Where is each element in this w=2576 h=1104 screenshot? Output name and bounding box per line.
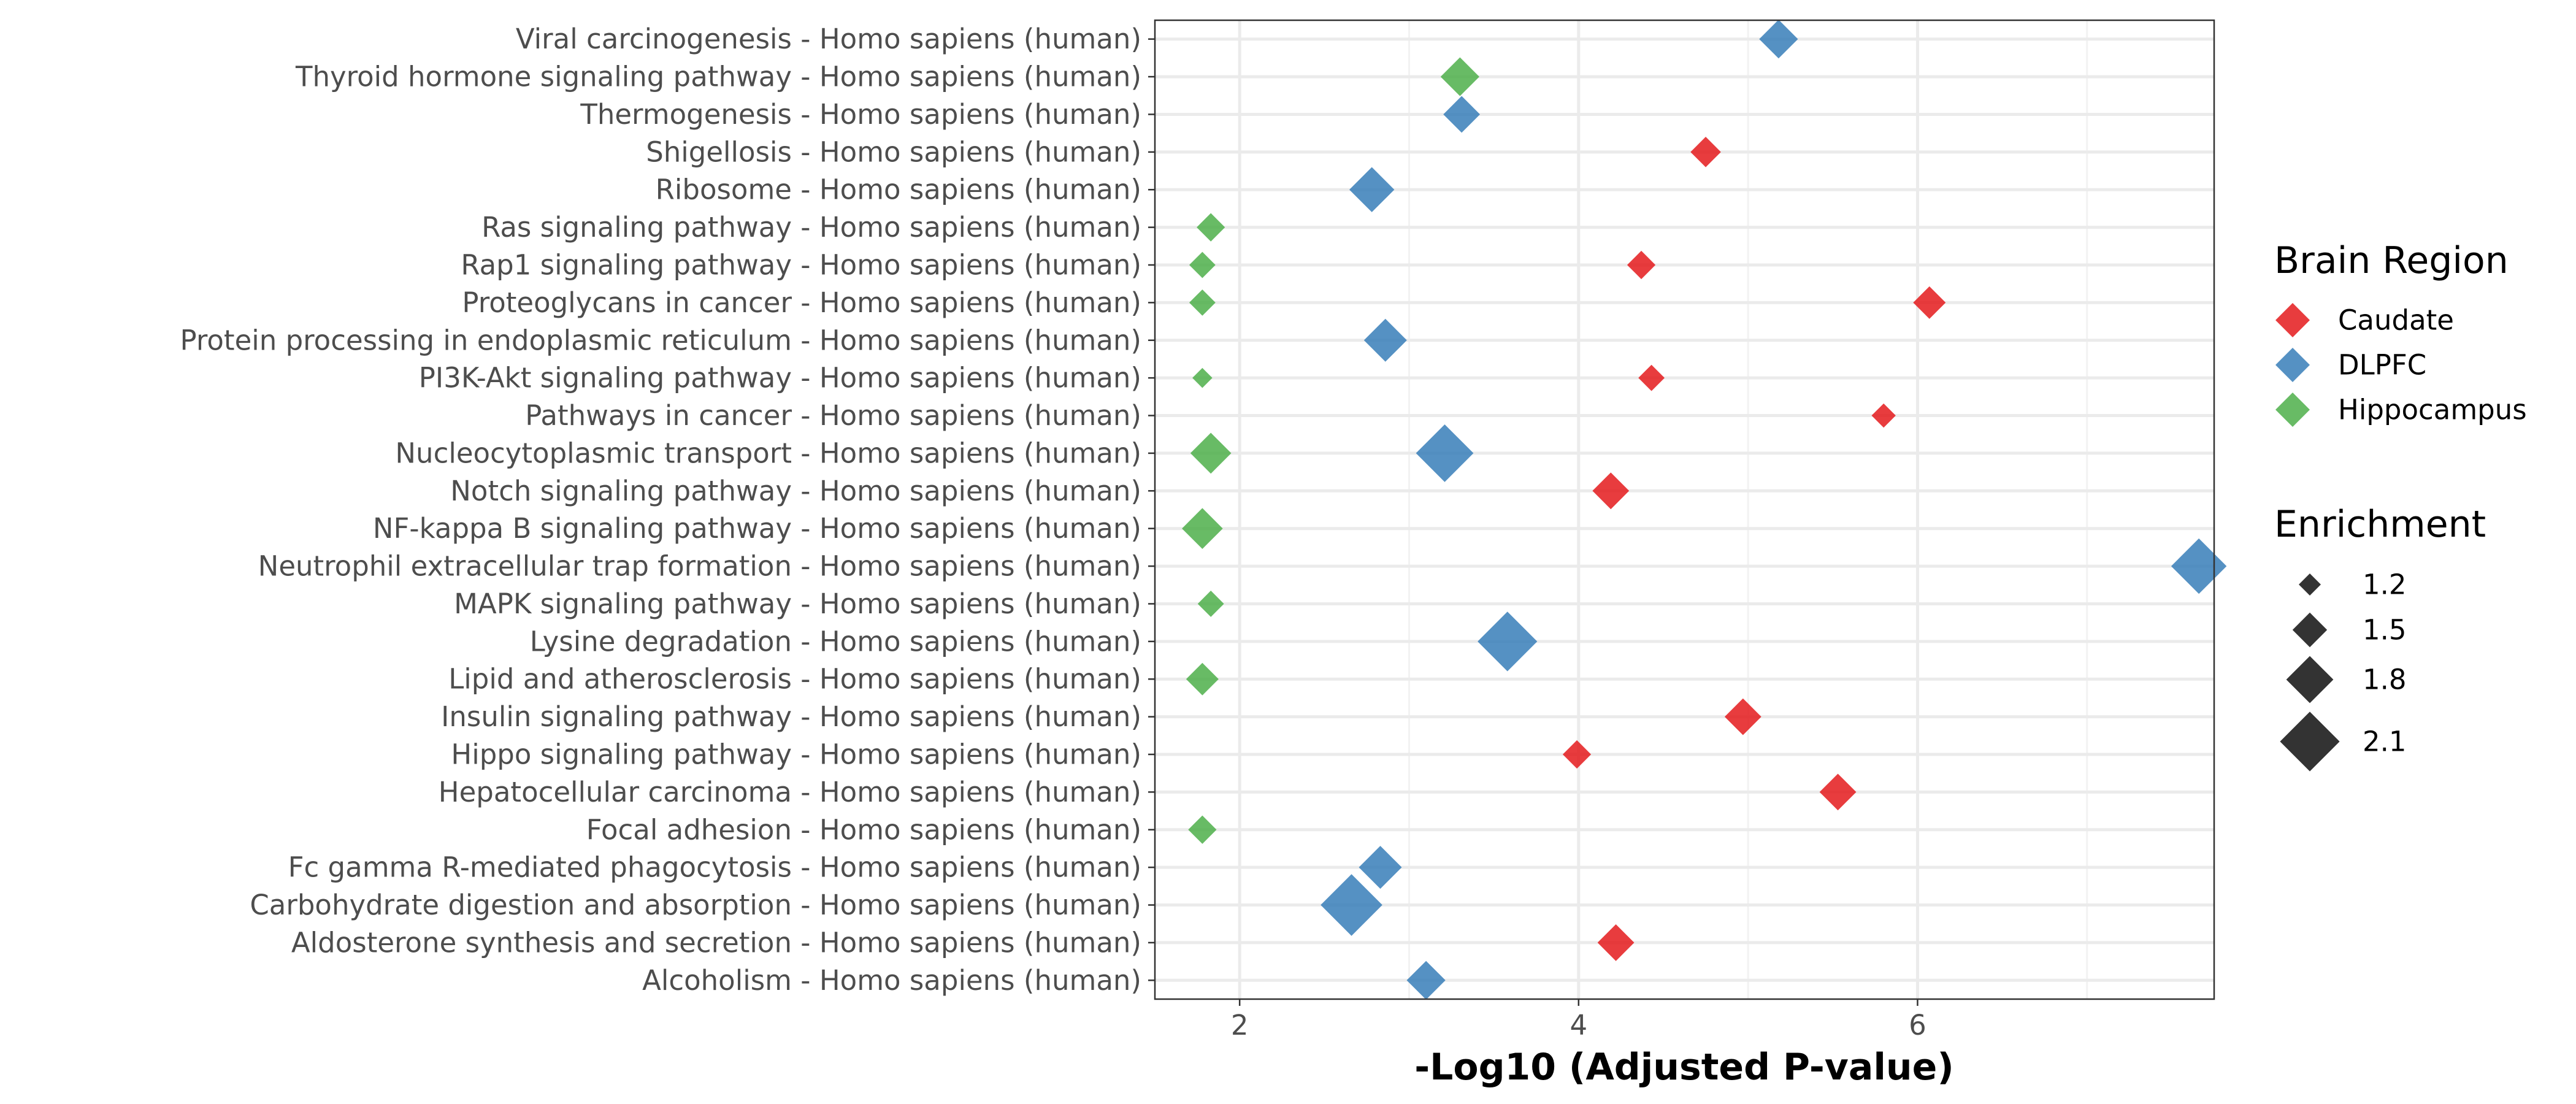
size-legend-label: 1.8 [2363,664,2407,696]
y-tick-label: Insulin signaling pathway - Homo sapiens… [441,700,1141,733]
data-point-caudate [1871,403,1896,428]
data-point-dlpfc [1478,611,1538,672]
x-tick-label: 2 [1231,1009,1249,1041]
y-tick-label: Thyroid hormone signaling pathway - Homo… [295,61,1141,93]
data-point-dlpfc [1363,318,1407,362]
data-point-dlpfc [1759,20,1798,59]
data-point-hippocampus [1189,251,1216,278]
data-point-caudate [1627,250,1656,280]
y-tick-label: Thermogenesis - Homo sapiens (human) [580,98,1141,131]
data-point-hippocampus [1197,591,1224,617]
y-tick-label: PI3K-Akt signaling pathway - Homo sapien… [419,362,1141,394]
y-tick-label: Fc gamma R-mediated phagocytosis - Homo … [288,851,1141,884]
size-legend-label: 1.5 [2363,614,2407,646]
size-legend-label: 2.1 [2363,726,2407,758]
size-legend-key [2292,612,2328,648]
data-point-caudate [1597,924,1635,961]
data-point-caudate [1690,137,1721,167]
y-tick-label: Viral carcinogenesis - Homo sapiens (hum… [516,23,1141,55]
size-legend-key [2299,573,2321,596]
data-point-hippocampus [1440,57,1479,96]
y-tick-label: Hepatocellular carcinoma - Homo sapiens … [439,776,1141,808]
y-tick-label: Hippo signaling pathway - Homo sapiens (… [451,738,1141,771]
y-tick-label: Neutrophil extracellular trap formation … [258,550,1141,583]
y-tick-label: Carbohydrate digestion and absorption - … [250,889,1141,921]
data-point-dlpfc [1349,167,1395,212]
x-axis: 2 4 6 [1231,999,1926,1041]
y-tick-label: Ribosome - Homo sapiens (human) [656,174,1141,206]
y-tick-label: MAPK signaling pathway - Homo sapiens (h… [454,588,1141,620]
data-point-hippocampus [1186,662,1219,696]
y-tick-label: Rap1 signaling pathway - Homo sapiens (h… [461,249,1141,282]
y-tick-label: Proteoglycans in cancer - Homo sapiens (… [462,286,1141,319]
legend-label: Hippocampus [2338,394,2527,426]
data-point-caudate [1562,740,1592,769]
legend-label: DLPFC [2338,349,2426,381]
y-tick-label: Ras signaling pathway - Homo sapiens (hu… [481,211,1141,243]
x-axis-title: -Log10 (Adjusted P-value) [1414,1046,1954,1089]
size-legend: Enrichment 1.2 1.5 1.8 2.1 [2274,503,2486,772]
color-legend-title: Brain Region [2274,239,2509,282]
y-tick-label: Aldosterone synthesis and secretion - Ho… [291,926,1141,959]
size-legend-key [2280,711,2340,772]
color-legend: Brain Region Caudate DLPFC Hippocampus [2274,239,2527,427]
data-point-hippocampus [1192,367,1213,388]
size-legend-title: Enrichment [2274,503,2486,546]
y-tick-label: Lipid and atherosclerosis - Homo sapiens… [448,663,1141,696]
data-point-caudate [1638,364,1665,391]
data-point-dlpfc [1443,96,1481,133]
data-points [1182,20,2227,1000]
y-tick-label: Nucleocytoplasmic transport - Homo sapie… [395,437,1141,469]
data-point-hippocampus [1190,432,1232,474]
minor-gridlines [1408,20,2088,999]
size-legend-key [2286,656,2334,703]
size-legend-label: 1.2 [2363,569,2407,601]
data-point-dlpfc [2171,538,2227,594]
data-point-dlpfc [1406,960,1446,1000]
legend-label: Caudate [2338,304,2454,337]
y-tick-label: Notch signaling pathway - Homo sapiens (… [450,475,1141,507]
major-gridlines [1155,20,2214,999]
data-point-caudate [1724,698,1761,735]
x-tick-label: 4 [1570,1009,1587,1041]
plot-border [1154,19,2215,1000]
data-point-hippocampus [1188,815,1217,844]
y-tick-label: Protein processing in endoplasmic reticu… [180,324,1141,356]
data-point-caudate [1913,286,1946,319]
data-point-dlpfc [1321,874,1382,936]
legend-key-hippocampus [2275,393,2310,427]
data-point-hippocampus [1197,213,1225,242]
data-point-caudate [1819,773,1857,811]
data-point-hippocampus [1189,289,1216,316]
plot-panel [1155,20,2214,999]
y-tick-label: Alcoholism - Homo sapiens (human) [642,964,1141,997]
y-axis: Viral carcinogenesis - Homo sapiens (hum… [180,23,1155,997]
data-point-hippocampus [1182,508,1223,549]
data-point-dlpfc [1416,424,1474,482]
y-tick-label: Pathways in cancer - Homo sapiens (human… [525,399,1141,432]
x-tick-label: 6 [1909,1009,1926,1041]
data-point-caudate [1592,472,1630,510]
legend-key-caudate [2275,303,2310,337]
y-tick-label: NF-kappa B signaling pathway - Homo sapi… [373,512,1141,545]
legend-key-dlpfc [2275,348,2310,382]
data-point-dlpfc [1359,846,1402,889]
y-tick-label: Focal adhesion - Homo sapiens (human) [586,813,1141,846]
y-tick-label: Lysine degradation - Homo sapiens (human… [530,625,1141,657]
y-tick-label: Shigellosis - Homo sapiens (human) [646,136,1141,168]
